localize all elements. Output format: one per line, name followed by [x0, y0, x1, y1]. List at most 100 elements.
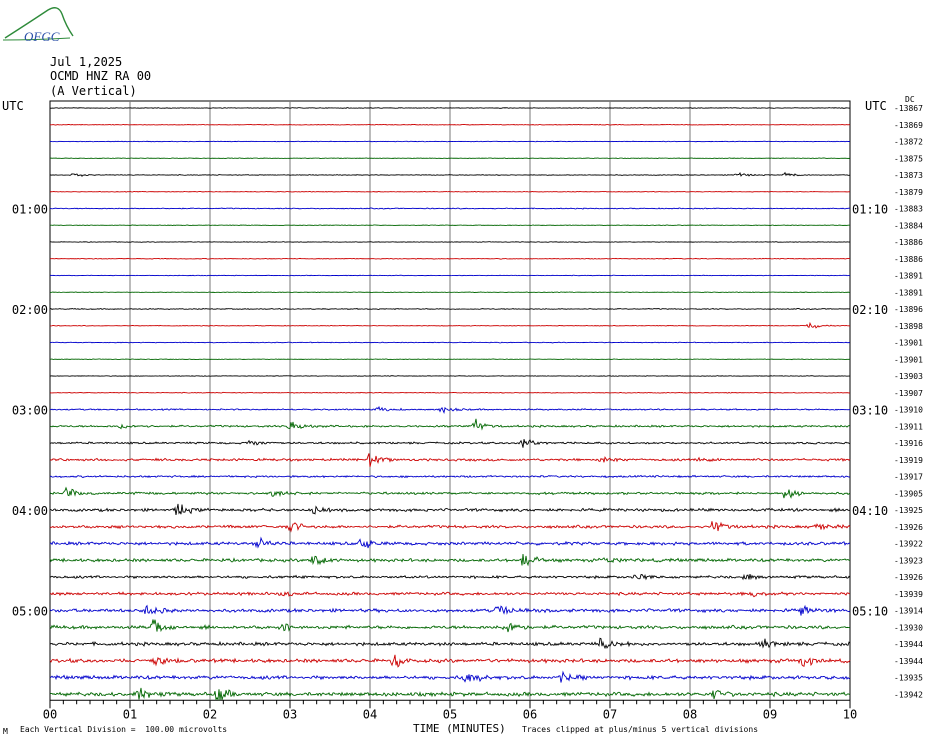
- dc-offset-label: -13926: [894, 573, 923, 582]
- dc-offset-label: -13917: [894, 473, 923, 482]
- left-time-label: 05:00: [12, 605, 48, 619]
- seismic-trace: [49, 358, 851, 361]
- seismic-trace: [49, 241, 851, 243]
- seismic-trace: [49, 321, 851, 329]
- dc-offset-label: -13891: [894, 272, 923, 281]
- dc-offset-label: -13901: [894, 339, 923, 348]
- seismic-trace: [49, 405, 851, 415]
- dc-offset-label: -13879: [894, 188, 923, 197]
- seismic-trace: [49, 521, 851, 533]
- x-tick-label: 10: [843, 707, 857, 721]
- seismic-trace: [49, 307, 851, 311]
- x-tick-label: 09: [763, 707, 777, 721]
- seismic-trace: [49, 291, 851, 294]
- seismic-trace: [49, 637, 851, 650]
- seismic-trace: [49, 654, 851, 668]
- dc-offset-label: -13922: [894, 540, 923, 549]
- left-time-label: 01:00: [12, 203, 48, 217]
- dc-offset-label: -13903: [894, 372, 923, 381]
- dc-offset-label: -13910: [894, 406, 923, 415]
- seismic-trace: [49, 140, 851, 143]
- seismic-trace: [49, 171, 851, 178]
- x-tick-label: 07: [603, 707, 617, 721]
- x-tick-label: 04: [363, 707, 377, 721]
- x-tick-label: 06: [523, 707, 537, 721]
- dc-offset-label: -13873: [894, 171, 923, 180]
- component-label: (A Vertical): [50, 84, 137, 98]
- dc-offset-label: -13926: [894, 523, 923, 532]
- seismic-trace: [49, 591, 851, 598]
- dc-offset-label: -13923: [894, 556, 923, 565]
- x-tick-label: 02: [203, 707, 217, 721]
- dc-offset-label: -13905: [894, 489, 923, 498]
- seismic-trace: [49, 573, 851, 581]
- x-tick-label: 03: [283, 707, 297, 721]
- dc-offset-label: -13944: [894, 657, 923, 666]
- x-tick-label: 08: [683, 707, 697, 721]
- x-tick-label: 01: [123, 707, 137, 721]
- seismic-trace: [49, 453, 851, 467]
- ofgc-logo: OFGC: [2, 7, 74, 44]
- seismic-trace: [49, 257, 851, 260]
- dc-offset-label: -13914: [894, 607, 923, 616]
- logo-hill-curve: [4, 7, 74, 39]
- seismic-trace: [49, 687, 851, 701]
- seismic-trace: [49, 274, 851, 277]
- dc-offset-label: -13930: [894, 623, 923, 632]
- dc-offset-label: -13886: [894, 238, 923, 247]
- right-time-label: 03:10: [852, 404, 888, 418]
- right-time-label: 01:10: [852, 203, 888, 217]
- dc-offset-label: -13907: [894, 389, 923, 398]
- logo-base-curve: [2, 37, 71, 41]
- seismic-trace: [49, 107, 851, 109]
- seismic-trace: [49, 341, 851, 344]
- left-time-label: 04:00: [12, 504, 48, 518]
- seismic-trace: [49, 418, 851, 431]
- seismic-trace: [49, 123, 851, 126]
- utc-left-label: UTC: [2, 99, 24, 113]
- date-label: Jul 1,2025: [50, 55, 123, 69]
- dc-offset-label: -13925: [894, 506, 923, 515]
- utc-right-label: UTC: [865, 99, 887, 113]
- seismic-trace: [49, 619, 851, 633]
- seismic-trace: [49, 157, 851, 160]
- dc-offset-label: -13872: [894, 138, 923, 147]
- dc-offset-label: -13916: [894, 439, 923, 448]
- seismic-trace: [49, 503, 851, 515]
- seismic-trace: [49, 486, 851, 499]
- seismic-trace: [49, 207, 851, 210]
- dc-offset-label: -13875: [894, 154, 923, 163]
- dc-offset-label: -13942: [894, 690, 923, 699]
- seismic-trace: [49, 474, 851, 479]
- x-axis-title: TIME (MINUTES): [413, 722, 506, 735]
- seismic-trace: [49, 604, 851, 616]
- dc-offset-label: -13891: [894, 288, 923, 297]
- seismic-trace: [49, 536, 851, 549]
- corner-mark: M: [3, 727, 8, 736]
- dc-ordinate-label: DC: [905, 95, 915, 104]
- seismic-trace: [49, 190, 851, 193]
- left-time-label: 03:00: [12, 404, 48, 418]
- dc-offset-label: -13869: [894, 121, 923, 130]
- x-tick-label: 05: [443, 707, 457, 721]
- seismic-trace: [49, 670, 851, 683]
- right-time-label: 05:10: [852, 605, 888, 619]
- clip-note: Traces clipped at plus/minus 5 vertical …: [522, 725, 759, 734]
- dc-offset-label: -13884: [894, 221, 923, 230]
- seismic-trace: [49, 224, 851, 227]
- dc-offset-label: -13867: [894, 104, 923, 113]
- dc-offset-label: -13919: [894, 456, 923, 465]
- dc-offset-label: -13901: [894, 355, 923, 364]
- seismic-trace: [49, 391, 851, 394]
- seismic-trace: [49, 439, 851, 448]
- logo-text: OFGC: [24, 29, 60, 44]
- dc-offset-label: -13935: [894, 674, 923, 683]
- dc-offset-label: -13886: [894, 255, 923, 264]
- right-time-label: 04:10: [852, 504, 888, 518]
- dc-offset-label: -13911: [894, 422, 923, 431]
- dc-offset-label: -13944: [894, 640, 923, 649]
- dc-offset-label: -13898: [894, 322, 923, 331]
- dc-offset-label: -13883: [894, 205, 923, 214]
- right-time-label: 02:10: [852, 303, 888, 317]
